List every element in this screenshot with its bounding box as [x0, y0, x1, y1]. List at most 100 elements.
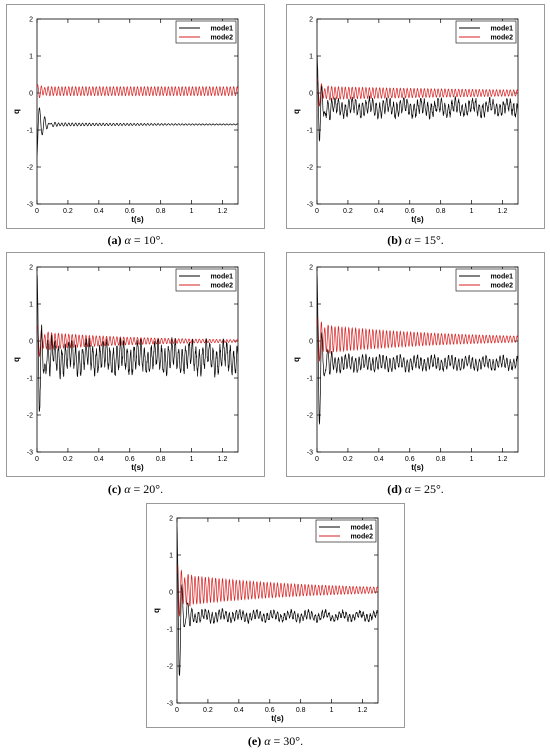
- x-tick: 0.2: [63, 267, 73, 463]
- legend-label-mode2: mode2: [210, 283, 233, 290]
- x-axis-title: t(s): [131, 463, 144, 472]
- chart-panel-e: 2 1 0 -1 -2 -3 0 0.2 0.4 0.6 0.8 1 1.2 t(s) q mode1 mode…: [146, 503, 405, 728]
- x-tick: 0.6: [125, 267, 135, 463]
- y-tick-label: -1: [27, 376, 33, 383]
- y-tick-label: -2: [27, 413, 33, 420]
- x-tick-label: 0: [35, 456, 39, 463]
- x-tick-label: 1.2: [498, 456, 508, 463]
- x-tick: 1: [190, 19, 194, 215]
- x-tick: 1: [190, 267, 194, 463]
- x-tick-label: 0.8: [156, 456, 166, 463]
- y-tick-label: -3: [27, 202, 33, 209]
- x-tick-label: 1.2: [358, 707, 368, 714]
- y-tick-label: -3: [167, 701, 173, 708]
- x-tick: 0: [35, 267, 39, 463]
- y-tick: -1: [307, 376, 518, 383]
- x-tick-label: 0.8: [156, 208, 166, 215]
- x-tick: 0.8: [156, 19, 166, 215]
- caption-alpha-e: α: [264, 734, 271, 748]
- y-axis-title: q: [292, 109, 301, 114]
- y-tick-label: 1: [29, 302, 33, 309]
- x-tick: 0: [35, 19, 39, 215]
- caption-value-a: = 10°.: [130, 233, 164, 247]
- legend: mode1 mode2: [455, 20, 517, 44]
- legend-label-mode1: mode1: [210, 26, 233, 33]
- x-tick: 1.2: [218, 19, 228, 215]
- y-tick-label: 0: [309, 339, 313, 346]
- x-tick-label: 1: [470, 456, 474, 463]
- caption-alpha-c: α: [124, 482, 131, 496]
- legend-label-mode1: mode1: [350, 525, 373, 532]
- x-axis-title: t(s): [271, 714, 284, 723]
- legend: mode1 mode2: [175, 268, 237, 292]
- y-tick: -2: [307, 413, 518, 420]
- x-tick: 0.2: [63, 19, 73, 215]
- x-tick-label: 0.4: [94, 456, 104, 463]
- x-tick-label: 1: [190, 456, 194, 463]
- y-tick: -3: [307, 450, 518, 457]
- caption-e: (e) α = 30°.: [146, 734, 405, 749]
- y-tick: -2: [167, 664, 378, 671]
- series-line-mode1: [37, 275, 238, 412]
- y-tick: -2: [27, 165, 238, 172]
- caption-alpha-a: α: [124, 233, 131, 247]
- x-tick-label: 0.6: [125, 456, 135, 463]
- y-tick: 2: [169, 516, 378, 523]
- x-tick-label: 0.8: [436, 208, 446, 215]
- plot-frame: [176, 517, 379, 704]
- x-axis-title: t(s): [131, 215, 144, 224]
- x-tick: 0.2: [203, 518, 213, 714]
- x-tick-label: 1.2: [498, 208, 508, 215]
- y-tick: 0: [169, 590, 378, 597]
- caption-value-c: = 20°.: [130, 482, 164, 496]
- x-tick: 0.2: [343, 267, 353, 463]
- y-tick-label: -1: [307, 376, 313, 383]
- plot-frame: [36, 266, 239, 453]
- plot-frame: [316, 18, 519, 205]
- x-tick: 0.8: [296, 518, 306, 714]
- y-tick: 2: [29, 265, 238, 272]
- legend-label-mode1: mode1: [490, 274, 513, 281]
- chart-svg-c: 210-1-2-30 0.2 0.4 0.6 0.8 1 1.2t(s)qmode1mode…: [12, 265, 239, 472]
- y-tick: 2: [309, 17, 518, 24]
- series-line-mode1: [37, 107, 238, 156]
- x-tick: 0.4: [374, 19, 384, 215]
- y-tick-label: 0: [309, 91, 313, 98]
- caption-label-c: (c): [107, 482, 122, 496]
- y-tick-label: -3: [307, 450, 313, 457]
- x-tick-label: 1: [470, 208, 474, 215]
- x-axis-title: t(s): [411, 463, 424, 472]
- chart-panel-c: 2 1 0 -1 -2 -3 0 0.2 0.4 0.6 0.8 1 1.2 t(s) q mode1 mode…: [6, 252, 265, 477]
- y-tick-label: 0: [29, 91, 33, 98]
- y-tick: 2: [29, 17, 238, 24]
- series-line-mode2: [37, 84, 238, 98]
- series-line-mode1: [317, 274, 518, 425]
- legend-label-mode2: mode2: [210, 35, 233, 42]
- y-tick-label: 0: [169, 590, 173, 597]
- y-tick: -1: [27, 128, 238, 135]
- x-tick-label: 0.4: [374, 208, 384, 215]
- x-tick-label: 0.6: [405, 456, 415, 463]
- y-tick: -3: [307, 202, 518, 209]
- chart-svg-d: 210-1-2-30 0.2 0.4 0.6 0.8 1 1.2t(s)qmode1mode…: [292, 265, 519, 472]
- y-tick: -1: [27, 376, 238, 383]
- x-tick: 0.2: [343, 19, 353, 215]
- y-axis-title: q: [12, 357, 21, 362]
- y-tick: -2: [307, 165, 518, 172]
- y-tick: 1: [29, 54, 238, 61]
- y-tick-label: -2: [167, 664, 173, 671]
- legend: mode1 mode2: [175, 20, 237, 44]
- y-tick-label: 0: [29, 339, 33, 346]
- chart-panel-d: 2 1 0 -1 -2 -3 0 0.2 0.4 0.6 0.8 1 1.2 t(s) q mode1 mode…: [286, 252, 545, 477]
- x-tick-label: 0.8: [296, 707, 306, 714]
- chart-svg-b: 210-1-2-30 0.2 0.4 0.6 0.8 1 1.2t(s)qmode1mode…: [292, 17, 519, 224]
- caption-c: (c) α = 20°.: [6, 482, 265, 497]
- x-tick-label: 0.4: [374, 456, 384, 463]
- x-tick-label: 0.8: [436, 456, 446, 463]
- x-tick: 1: [330, 518, 334, 714]
- caption-value-e: = 30°.: [270, 734, 304, 748]
- y-tick-label: -2: [307, 165, 313, 172]
- y-tick-label: -3: [307, 202, 313, 209]
- chart-panel-a: 2 1 0 -1 -2 -3 0 0.2 0.4 0.6 0.8 1 1.2 t(s) q mode1 mode…: [6, 4, 265, 229]
- y-axis-title: q: [12, 109, 21, 114]
